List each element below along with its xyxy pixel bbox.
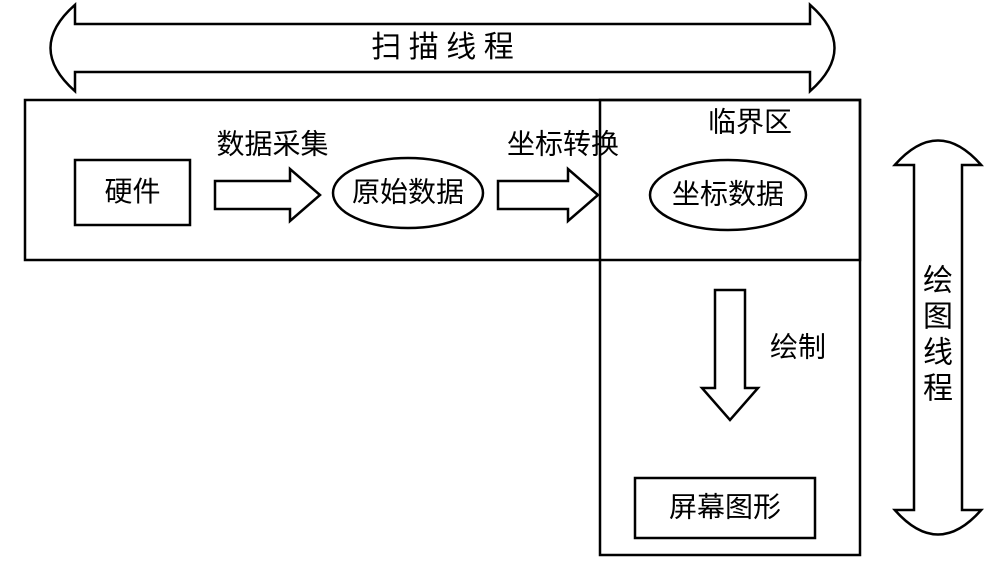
draw-arrow: 绘制 <box>702 290 826 420</box>
svg-text:线: 线 <box>923 336 953 369</box>
coord-transform-label: 坐标转换 <box>507 128 619 160</box>
critical-region: 临界区 <box>600 100 860 555</box>
critical-region-label: 临界区 <box>708 106 792 138</box>
data-collect-arrow: 数据采集 <box>215 128 329 221</box>
screen-graphic-label: 屏幕图形 <box>669 491 781 523</box>
scan-thread-banner: 扫 描 线 程 <box>51 5 835 91</box>
coord-data-label: 坐标数据 <box>672 178 784 210</box>
screen-graphic-node: 屏幕图形 <box>635 478 815 538</box>
draw-label: 绘制 <box>770 331 826 363</box>
data-collect-label: 数据采集 <box>216 128 328 160</box>
coord-data-node: 坐标数据 <box>650 160 806 230</box>
raw-data-node: 原始数据 <box>333 158 483 228</box>
svg-text:图: 图 <box>923 300 953 333</box>
hardware-label: 硬件 <box>104 176 160 208</box>
scan-thread-label: 扫 描 线 程 <box>371 31 514 64</box>
raw-data-label: 原始数据 <box>352 176 464 208</box>
draw-thread-label: 绘图线程 <box>923 264 953 405</box>
draw-thread-banner: 绘图线程 <box>895 141 981 535</box>
svg-text:绘: 绘 <box>923 264 953 297</box>
hardware-node: 硬件 <box>75 160 190 225</box>
svg-text:程: 程 <box>923 372 953 405</box>
